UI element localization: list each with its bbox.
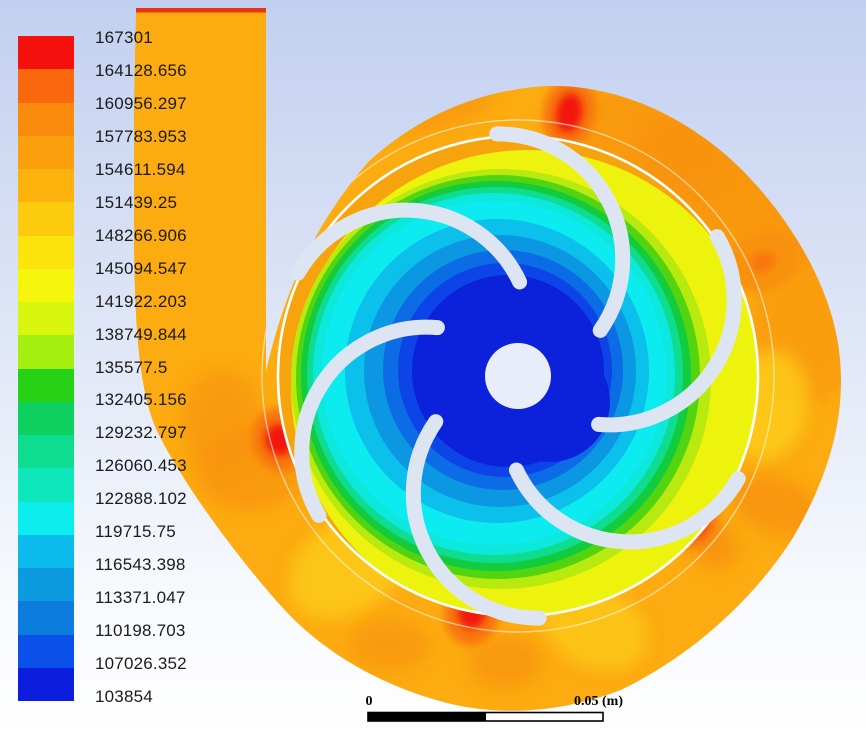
colorbar-band-5 bbox=[18, 202, 74, 236]
colorbar-band-2 bbox=[18, 102, 74, 136]
colorbar-label-16: 116543.398 bbox=[95, 555, 186, 575]
colorbar-band-7 bbox=[18, 268, 74, 302]
colorbar-band-8 bbox=[18, 302, 74, 336]
hotspot-core-0 bbox=[555, 93, 583, 133]
hotspot-core-1 bbox=[750, 251, 776, 273]
colorbar-band-19 bbox=[18, 667, 74, 701]
colorbar-band-17 bbox=[18, 601, 74, 635]
colorbar-band-18 bbox=[18, 634, 74, 668]
dark-patch-6 bbox=[182, 370, 262, 470]
scale-bar: 0 0.05 (m) bbox=[366, 694, 623, 722]
colorbar-band-15 bbox=[18, 534, 74, 568]
impeller-blade-2 bbox=[508, 462, 746, 550]
impeller-blades bbox=[290, 126, 746, 626]
dark-patch-7 bbox=[350, 619, 430, 671]
colorbar-label-2: 160956.297 bbox=[95, 93, 187, 113]
colorbar-label-14: 122888.102 bbox=[95, 489, 187, 509]
colorbar-band-9 bbox=[18, 335, 74, 369]
colorbar-label-8: 141922.203 bbox=[95, 291, 187, 311]
colorbar-band-11 bbox=[18, 401, 74, 435]
colorbar-band-4 bbox=[18, 169, 74, 203]
colorbar-band-16 bbox=[18, 568, 74, 602]
impeller-blade-5 bbox=[290, 202, 528, 290]
colorbar-label-1: 164128.656 bbox=[95, 60, 187, 80]
scale-bar-max-label: 0.05 (m) bbox=[574, 694, 623, 709]
colorbar-band-6 bbox=[18, 235, 74, 269]
dark-patch-8 bbox=[469, 636, 541, 688]
colorbar-label-17: 113371.047 bbox=[95, 588, 186, 608]
impeller-blade-1 bbox=[591, 229, 742, 433]
colorbar-band-12 bbox=[18, 435, 74, 469]
colorbar-label-0: 167301 bbox=[95, 28, 153, 47]
colorbar-band-10 bbox=[18, 368, 74, 402]
scale-bar-filled-half bbox=[368, 712, 486, 721]
impeller-blade-0 bbox=[489, 126, 631, 338]
shroud-outline-faint bbox=[261, 119, 775, 633]
colorbar-label-18: 110198.703 bbox=[95, 621, 186, 641]
colorbar-label-4: 154611.594 bbox=[95, 159, 186, 179]
outlet-boundary-line bbox=[136, 8, 266, 13]
colorbar-band-14 bbox=[18, 501, 74, 535]
colorbar-label-15: 119715.75 bbox=[95, 522, 176, 542]
impeller-hub bbox=[485, 343, 551, 409]
colorbar-label-5: 151439.25 bbox=[95, 192, 178, 212]
colorbar-band-3 bbox=[18, 135, 74, 169]
colorbar-label-11: 132405.156 bbox=[95, 390, 187, 410]
legend-labels: 167301 164128.656 160956.297 157783.953 1546… bbox=[95, 0, 255, 739]
colorbar-band-1 bbox=[18, 69, 74, 103]
colorbar-label-3: 157783.953 bbox=[95, 126, 187, 146]
colorbar-label-19: 107026.352 bbox=[95, 654, 187, 674]
scale-bar-zero-label: 0 bbox=[366, 694, 373, 709]
colorbar-label-10: 135577.5 bbox=[95, 357, 168, 377]
impeller-blade-3 bbox=[405, 414, 547, 626]
colorbar-label-13: 126060.453 bbox=[95, 456, 187, 476]
colorbar-label-6: 148266.906 bbox=[95, 225, 187, 245]
colorbar-band-0 bbox=[18, 36, 74, 70]
impeller-blade-4 bbox=[294, 319, 445, 523]
colorbar-band-13 bbox=[18, 468, 74, 502]
colorbar-label-9: 138749.844 bbox=[95, 324, 187, 344]
colorbar-label-20: 103854 bbox=[95, 687, 153, 706]
legend-colorbar bbox=[18, 36, 74, 701]
colorbar-label-12: 129232.797 bbox=[95, 423, 187, 443]
colorbar-label-7: 145094.547 bbox=[95, 258, 187, 278]
dark-patch-3 bbox=[731, 474, 819, 536]
